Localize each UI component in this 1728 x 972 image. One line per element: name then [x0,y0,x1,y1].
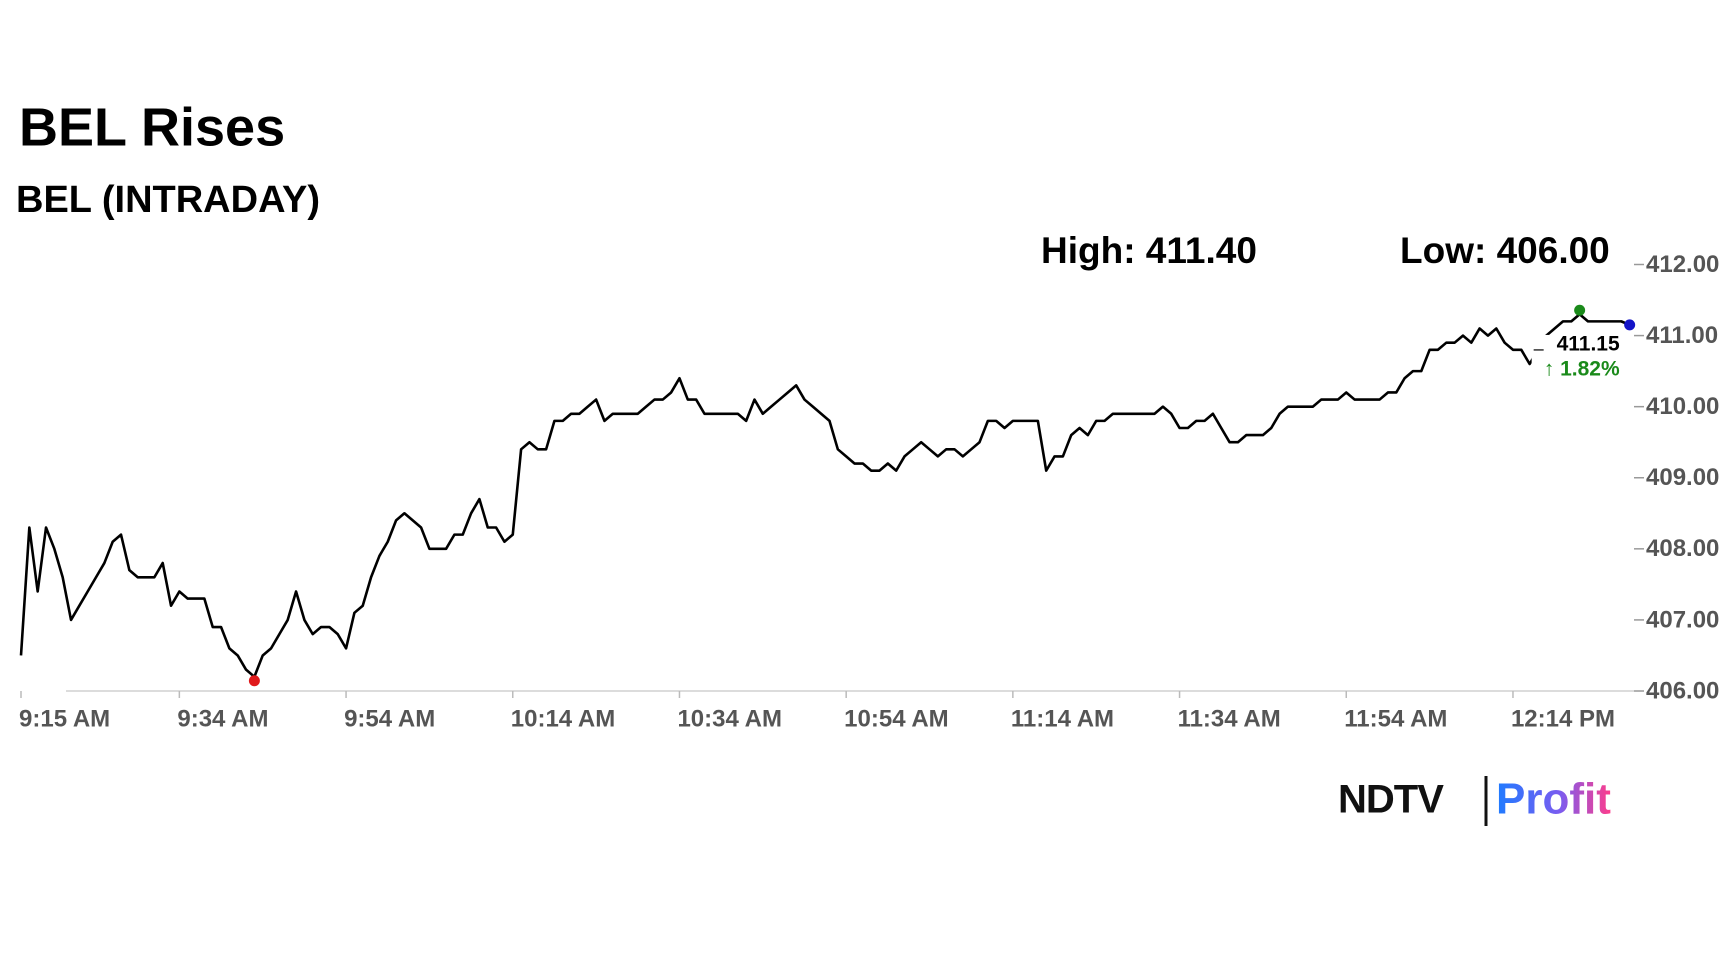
last-price-box [1531,334,1624,387]
x-tick-label: 9:34 AM [177,705,268,732]
x-tick-label: 11:14 AM [1011,705,1114,732]
chart-subtitle: BEL (INTRADAY) [16,179,320,221]
low-label: Low: 406.00 [1400,230,1610,271]
price-line [19,312,1631,679]
x-tick-label: 11:34 AM [1178,705,1281,732]
last-price-label: 411.15 [1557,332,1620,355]
x-tick-label: 9:15 AM [19,705,110,732]
y-tick-label: 406.00 [1646,677,1719,704]
y-tick-label: 412.00 [1646,251,1719,278]
chart-title: BEL Rises [19,97,285,157]
x-tick-label: 9:54 AM [344,705,435,732]
y-tick-label: 408.00 [1646,535,1719,562]
low-marker [248,675,260,687]
change-label: ↑ 1.82% [1544,357,1620,380]
x-tick-label: 10:14 AM [511,705,615,732]
x-tick-label: 10:54 AM [844,705,948,732]
logo-ndtv: NDTV [1338,778,1444,822]
high-label: High: 411.40 [1041,230,1257,271]
plot-area: 406.00 407.00 408.00 409.00 410.00 411.00 412.… [19,251,1719,733]
x-tick-label: 12:14 PM [1511,705,1615,732]
last-marker [1624,319,1636,331]
logo-profit: Profit [1496,775,1611,824]
y-tick-label: 411.00 [1646,322,1718,349]
y-tick-label: 410.00 [1646,393,1719,420]
y-tick-label: 409.00 [1646,464,1719,491]
x-tick-label: 11:54 AM [1344,705,1447,732]
y-tick-label: 407.00 [1646,606,1719,633]
high-marker [1574,304,1586,316]
x-tick-label: 10:34 AM [677,705,781,732]
